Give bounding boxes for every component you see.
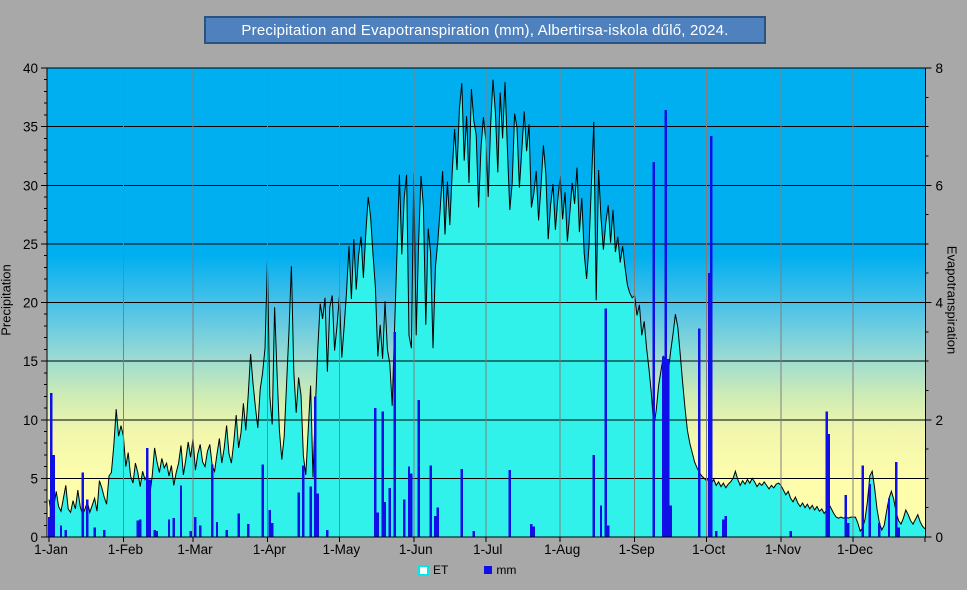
svg-text:0: 0 xyxy=(30,530,38,545)
svg-text:0: 0 xyxy=(936,530,944,545)
svg-text:6: 6 xyxy=(936,178,944,193)
svg-text:1-Feb: 1-Feb xyxy=(108,542,143,557)
svg-text:2: 2 xyxy=(936,413,944,428)
svg-text:1-Apr: 1-Apr xyxy=(253,542,287,557)
svg-text:1-Jan: 1-Jan xyxy=(34,542,68,557)
legend-label-mm: mm xyxy=(496,563,517,577)
svg-text:15: 15 xyxy=(23,354,38,369)
mm-swatch-icon xyxy=(484,566,493,574)
svg-text:40: 40 xyxy=(23,61,38,76)
svg-text:1-Jun: 1-Jun xyxy=(399,542,433,557)
left-axis-title: Precipitation xyxy=(0,264,14,336)
svg-text:4: 4 xyxy=(936,296,944,311)
svg-text:1-Sep: 1-Sep xyxy=(619,542,655,557)
legend-label-et: ET xyxy=(433,563,449,577)
svg-text:1-Jul: 1-Jul xyxy=(473,542,502,557)
svg-text:1-May: 1-May xyxy=(323,542,361,557)
svg-text:5: 5 xyxy=(30,471,38,486)
right-axis-title: Evapotranspiration xyxy=(944,245,960,355)
svg-text:25: 25 xyxy=(23,237,38,252)
svg-text:1-Aug: 1-Aug xyxy=(544,542,580,557)
chart-title: Precipitation and Evapotranspiration (mm… xyxy=(241,21,729,39)
svg-text:1-Dec: 1-Dec xyxy=(837,542,873,557)
legend-item-mm: mm xyxy=(484,563,516,577)
chart-title-box: Precipitation and Evapotranspiration (mm… xyxy=(204,16,766,44)
svg-text:1-Mar: 1-Mar xyxy=(177,542,213,557)
legend: ET mm xyxy=(418,561,516,579)
svg-text:1-Nov: 1-Nov xyxy=(765,542,801,557)
et-swatch-icon xyxy=(418,564,429,576)
svg-text:30: 30 xyxy=(23,178,38,193)
svg-text:20: 20 xyxy=(23,296,38,311)
legend-item-et: ET xyxy=(418,563,448,577)
svg-text:1-Oct: 1-Oct xyxy=(692,542,725,557)
svg-text:10: 10 xyxy=(23,413,38,428)
svg-text:8: 8 xyxy=(936,61,944,76)
svg-text:35: 35 xyxy=(23,120,38,135)
